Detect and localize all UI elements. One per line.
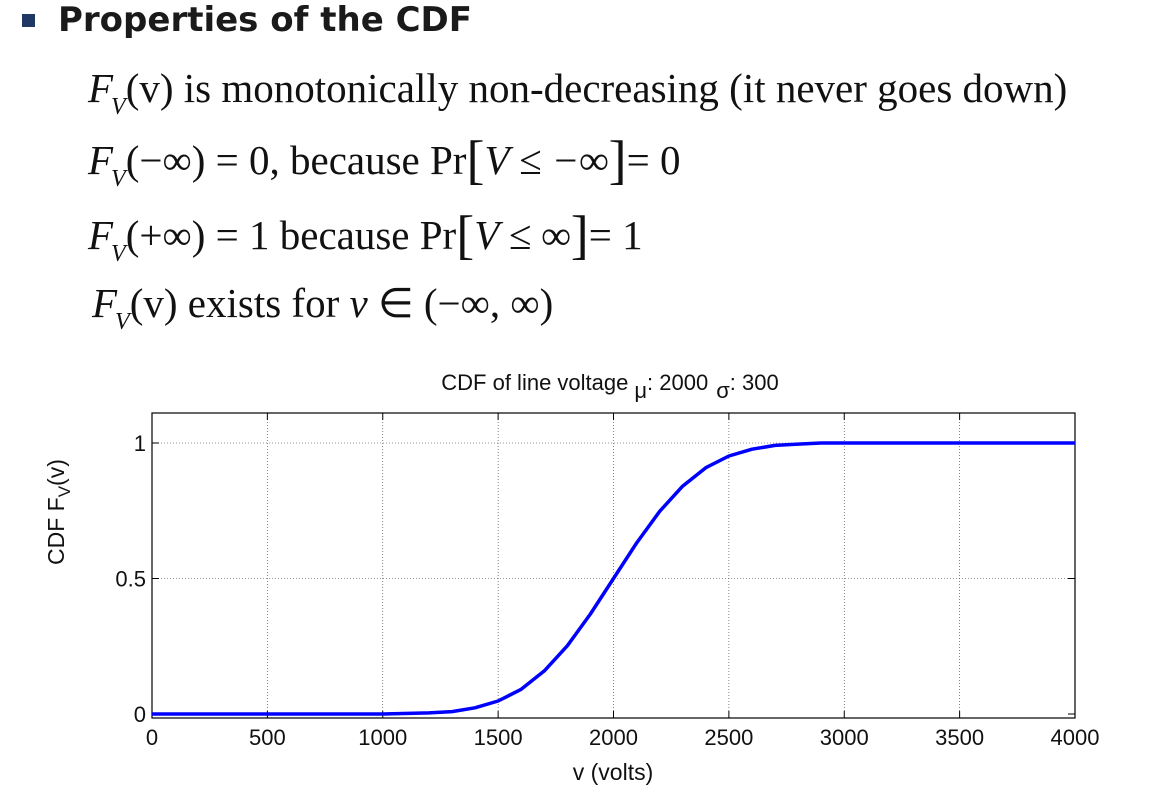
right-bracket: ]: [570, 205, 589, 265]
property-text: exists for: [177, 280, 350, 326]
x-tick-label: 1500: [474, 725, 523, 750]
cdf-symbol: F: [88, 65, 114, 111]
y-axis-label: CDF FV(v): [43, 459, 74, 565]
cdf-chart: 0 500 1000 1500 2000 2500 3000 3500 4000 0 0.5 1 CD…: [43, 370, 1099, 785]
x-tick-label: 3500: [935, 725, 984, 750]
slide-heading: Properties of the CDF: [58, 0, 472, 40]
probability-expression: V ≤ ∞: [474, 212, 571, 258]
y-tick-label: 0: [134, 702, 146, 727]
cdf-subscript: V: [115, 309, 130, 335]
left-bracket: [: [466, 130, 485, 190]
y-tick-label: 1: [134, 431, 146, 456]
left-bracket: [: [456, 205, 475, 265]
tick-layer: 0 500 1000 1500 2000 2500 3000 3500 4000 0 0.5 1: [115, 413, 1099, 750]
x-tick-label: 2000: [589, 725, 638, 750]
probability-result: = 0: [626, 137, 681, 183]
cdf-argument: (+∞) = 1: [125, 212, 270, 258]
x-tick-label: 1000: [358, 725, 407, 750]
chart-title-mu-symbol: μ: [634, 378, 647, 403]
variable-v: v: [349, 280, 368, 326]
cdf-series-line: [152, 441, 1075, 716]
cdf-subscript: V: [111, 241, 126, 267]
cdf-symbol: F: [88, 137, 114, 183]
chart-title-mu-value: : 2000: [647, 370, 708, 395]
cdf-argument: (v): [129, 280, 178, 326]
x-tick-label: 2500: [704, 725, 753, 750]
property-minus-infinity: FV(−∞) = 0, because Pr[V ≤ −∞]= 0: [88, 133, 681, 191]
grid-layer: [152, 413, 1075, 718]
x-axis-label: v (volts): [573, 759, 654, 785]
probability-result: = 1: [588, 212, 643, 258]
y-label-prefix: CDF F: [43, 497, 69, 565]
y-label-suffix: (v): [43, 459, 69, 486]
domain-set: ∈ (−∞, ∞): [367, 280, 554, 326]
x-tick-label: 0: [146, 725, 158, 750]
cdf-subscript: V: [111, 94, 126, 120]
right-bracket: ]: [608, 130, 627, 190]
property-domain: FV(v) exists for v ∈ (−∞, ∞): [92, 280, 554, 335]
y-tick-label: 0.5: [115, 567, 146, 592]
chart-title-text: CDF of line voltage: [441, 370, 628, 395]
chart-title-sigma-symbol: σ: [716, 378, 730, 403]
bullet-marker: [22, 14, 35, 27]
property-plus-infinity: FV(+∞) = 1 because Pr[V ≤ ∞]= 1: [88, 208, 643, 266]
because-text: because Pr: [269, 212, 457, 258]
probability-expression: V ≤ −∞: [484, 137, 609, 183]
property-monotonic: FV(v) is monotonically non-decreasing (i…: [88, 65, 1068, 120]
cdf-argument: (−∞) = 0,: [125, 137, 280, 183]
y-label-subscript: V: [55, 485, 74, 497]
chart-title-sigma-value: : 300: [730, 370, 779, 395]
cdf-argument: (v): [125, 65, 174, 111]
cdf-symbol: F: [88, 212, 114, 258]
x-tick-label: 500: [249, 725, 286, 750]
chart-title: CDF of line voltage μ: 2000 σ: 300: [441, 370, 778, 403]
because-text: because Pr: [279, 137, 467, 183]
cdf-symbol: F: [92, 280, 118, 326]
x-tick-label: 4000: [1051, 725, 1100, 750]
property-text: is monotonically non-decreasing (it neve…: [173, 65, 1068, 111]
cdf-subscript: V: [111, 166, 126, 192]
x-tick-label: 3000: [820, 725, 869, 750]
